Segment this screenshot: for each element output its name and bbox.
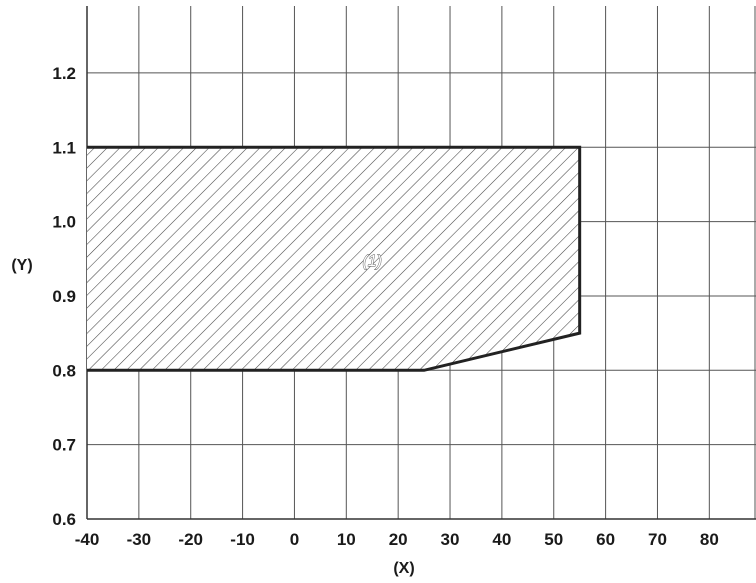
x-tick-label: 80 (700, 530, 719, 549)
x-tick-label: 60 (596, 530, 615, 549)
x-tick-label: -10 (230, 530, 255, 549)
y-tick-label: 0.6 (52, 510, 76, 529)
x-tick-label: -40 (75, 530, 100, 549)
regions-layer: (1) (87, 145, 582, 372)
y-tick-label: 0.9 (52, 287, 76, 306)
x-tick-label: 30 (441, 530, 460, 549)
y-tick-label: 1.1 (52, 138, 76, 157)
x-tick-label: 20 (389, 530, 408, 549)
y-tick-label: 0.7 (52, 436, 76, 455)
x-tick-label: 50 (544, 530, 563, 549)
y-tick-label: 1.2 (52, 64, 76, 83)
x-tick-label: -30 (127, 530, 152, 549)
x-tick-label: 10 (337, 530, 356, 549)
y-tick-label: 1.0 (52, 213, 76, 232)
x-tick-label: -20 (178, 530, 203, 549)
y-axis-label: (Y) (11, 257, 32, 274)
x-tick-label: 0 (290, 530, 299, 549)
tick-labels: -40 -30 -20 -10 0 10 20 30 40 50 60 70 80 0.6 0.7 0.8 0.… (52, 64, 718, 549)
region-boundary (87, 145, 582, 372)
x-tick-label: 70 (648, 530, 667, 549)
x-tick-label: 40 (492, 530, 511, 549)
y-tick-label: 0.8 (52, 361, 76, 380)
region-label: (1) (362, 253, 382, 270)
region-hatch (87, 147, 580, 371)
x-axis-label: (X) (393, 560, 414, 577)
